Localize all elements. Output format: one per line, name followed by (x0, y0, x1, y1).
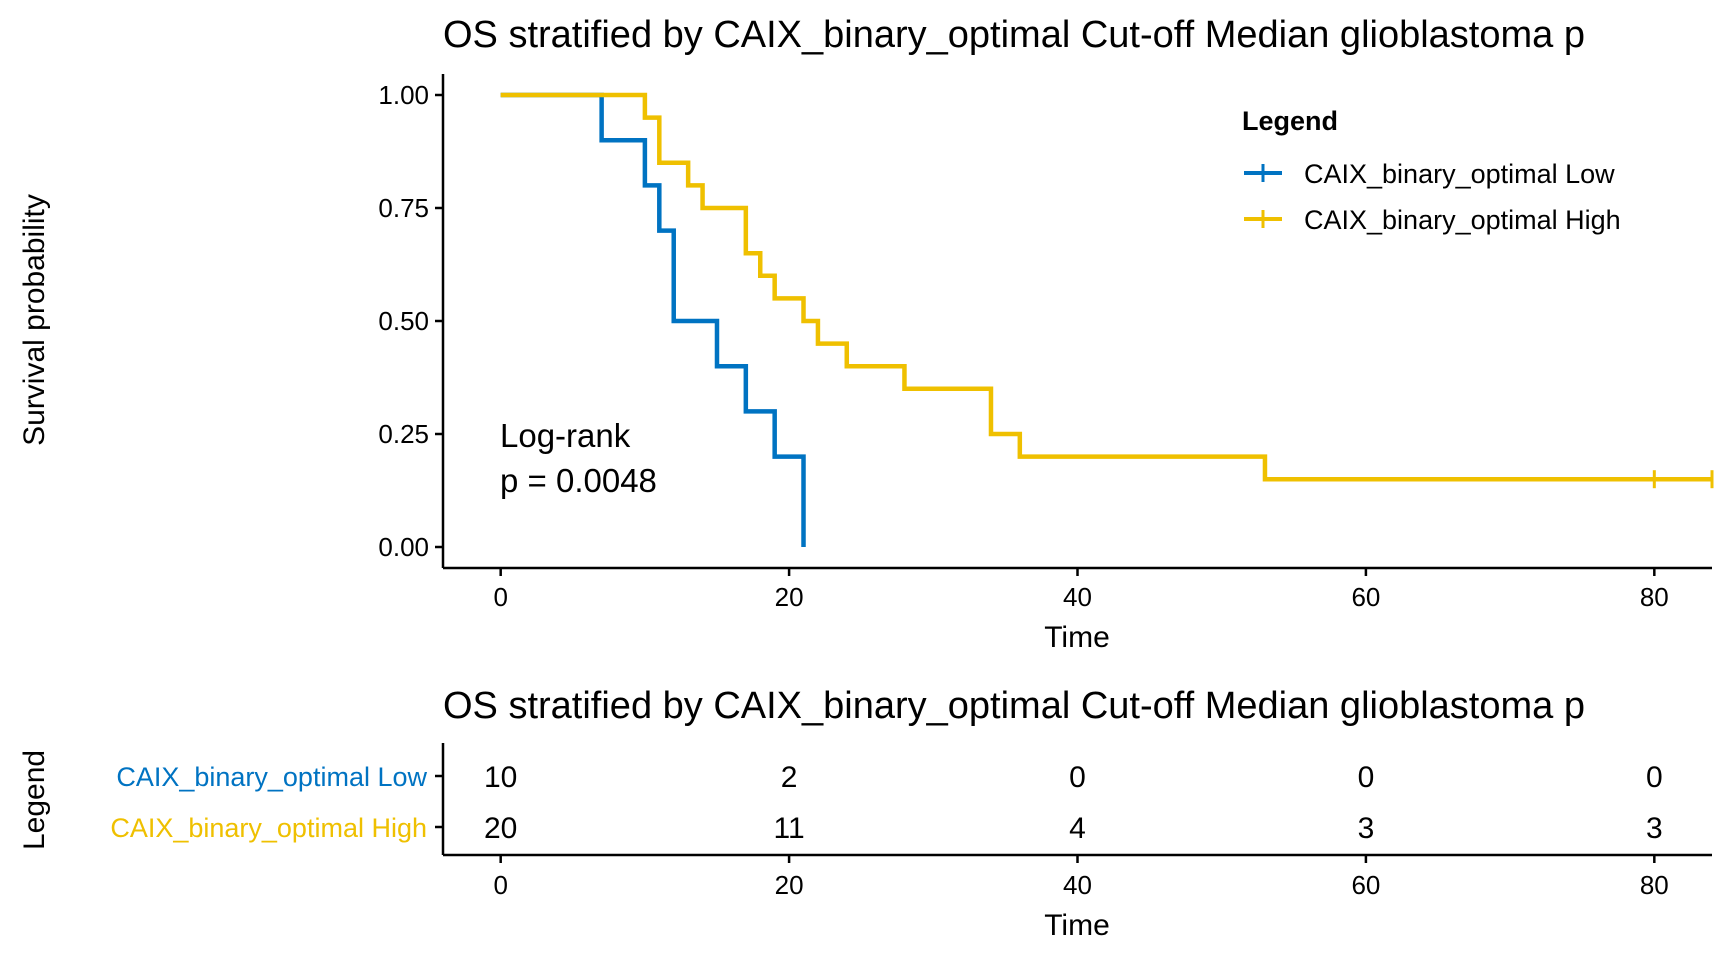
risk-x-tick-label: 0 (493, 870, 507, 900)
legend-items: CAIX_binary_optimal Low CAIX_binary_optim… (1244, 159, 1621, 235)
risk-table-body: CAIX_binary_optimal Low 10 2 0 0 0CAIX_binary… (110, 761, 1662, 845)
x-tick-label: 20 (775, 582, 804, 612)
legend-label: CAIX_binary_optimal High (1304, 205, 1621, 235)
y-tick-label: 0.75 (378, 193, 429, 223)
x-tick-label: 60 (1351, 582, 1380, 612)
risk-x-tick-label: 60 (1351, 870, 1380, 900)
risk-table-y-title: Legend (18, 750, 51, 850)
x-axis-title: Time (1044, 621, 1110, 654)
risk-table-x-title: Time (1044, 909, 1110, 942)
risk-count: 0 (1646, 761, 1663, 794)
risk-table: OS stratified by CAIX_binary_optimal Cut… (18, 685, 1712, 942)
y-tick-label: 0.50 (378, 306, 429, 336)
x-axis-ticks: 0 20 40 60 80 (493, 568, 1669, 612)
risk-table-x-ticks: 0 20 40 60 80 (493, 855, 1669, 900)
risk-x-tick-label: 20 (775, 870, 804, 900)
risk-count: 10 (484, 761, 517, 794)
x-tick-label: 0 (493, 582, 507, 612)
risk-x-tick-label: 80 (1640, 870, 1669, 900)
survival-curve-high (500, 92, 1712, 482)
risk-count: 20 (484, 812, 517, 845)
survival-curves (500, 92, 1714, 547)
logrank-pvalue: p = 0.0048 (500, 462, 657, 499)
risk-row-label: CAIX_binary_optimal High (110, 813, 427, 843)
survival-plot: OS stratified by CAIX_binary_optimal Cut… (18, 14, 1714, 654)
risk-count: 0 (1358, 761, 1375, 794)
survival-curve-low (500, 92, 806, 547)
risk-count: 11 (774, 812, 805, 845)
legend-title: Legend (1242, 106, 1338, 136)
y-tick-label: 0.00 (378, 532, 429, 562)
legend-label: CAIX_binary_optimal Low (1304, 159, 1615, 189)
y-tick-label: 0.25 (378, 419, 429, 449)
risk-count: 4 (1069, 812, 1086, 845)
x-tick-label: 40 (1063, 582, 1092, 612)
survival-plot-title: OS stratified by CAIX_binary_optimal Cut… (443, 14, 1585, 56)
y-tick-label: 1.00 (378, 80, 429, 110)
risk-table-title: OS stratified by CAIX_binary_optimal Cut… (443, 685, 1585, 727)
risk-x-tick-label: 40 (1063, 870, 1092, 900)
risk-row-label: CAIX_binary_optimal Low (116, 762, 427, 792)
x-tick-label: 80 (1640, 582, 1669, 612)
risk-count: 2 (781, 761, 798, 794)
y-axis-ticks: 0.00 0.25 0.50 0.75 1.00 (378, 80, 443, 562)
risk-count: 3 (1646, 812, 1663, 845)
risk-count: 0 (1069, 761, 1086, 794)
logrank-annotation: Log-rank p = 0.0048 (500, 417, 657, 499)
y-axis-title: Survival probability (18, 194, 51, 446)
logrank-label: Log-rank (500, 417, 631, 454)
risk-count: 3 (1358, 812, 1375, 845)
legend: Legend CAIX_binary_optimal LowCAIX_binar… (1242, 106, 1621, 235)
